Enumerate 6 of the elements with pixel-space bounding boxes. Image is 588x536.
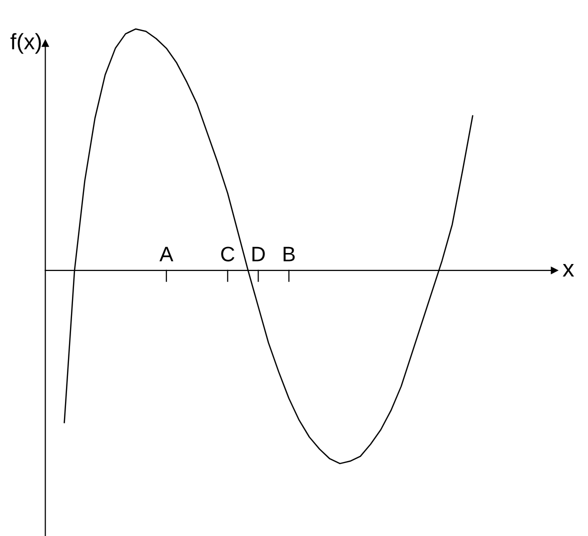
x-tick-label: C (221, 246, 234, 262)
x-tick-label: D (252, 246, 265, 262)
y-axis-title: f(x) (10, 33, 41, 54)
x-tick-label: B (284, 246, 295, 262)
x-axis-title: x (562, 264, 574, 277)
x-tick-label: A (159, 246, 174, 262)
